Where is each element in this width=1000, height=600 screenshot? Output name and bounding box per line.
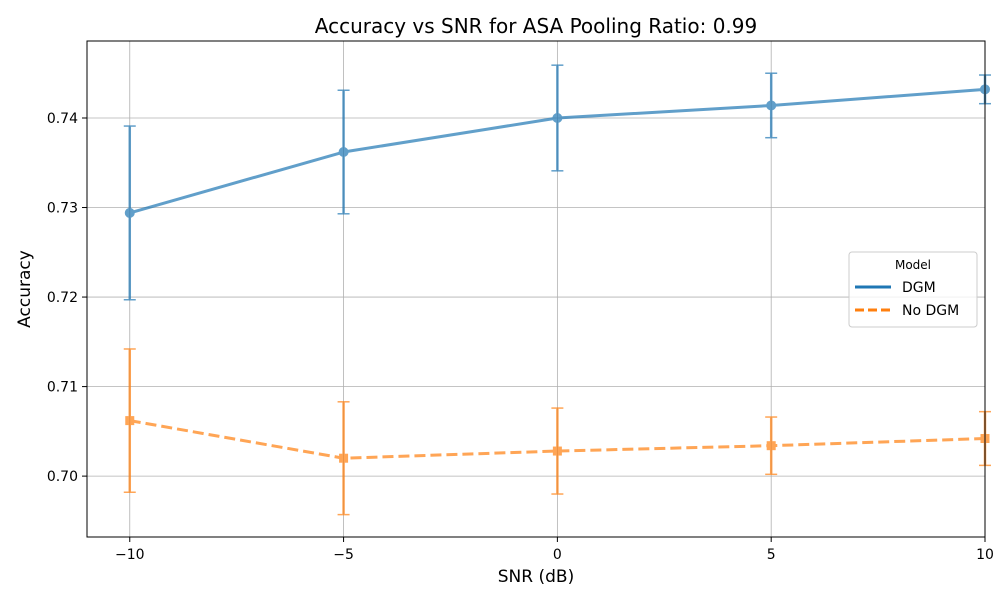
y-tick-label: 0.70 [47,469,78,485]
data-point-no-dgm [766,441,776,451]
legend-label-no-dgm: No DGM [902,303,959,319]
x-tick-label: −5 [333,547,354,563]
x-tick-label: −10 [115,547,145,563]
axis-ticks: −10 −5 0 5 10 0.70 0.71 0.72 0.73 0.74 [47,111,994,563]
x-axis-label: SNR (dB) [498,567,574,587]
legend-title: Model [895,258,931,272]
plot-frame [86,40,986,538]
x-tick-label: 0 [553,547,562,563]
legend-box [848,251,978,328]
series-line-no-dgm [129,419,986,460]
y-tick-label: 0.71 [47,380,78,396]
data-point-no-dgm [552,446,562,456]
data-point-no-dgm [339,453,349,463]
y-tick-label: 0.73 [47,201,78,217]
data-point-no-dgm [125,416,135,426]
legend: Model DGM No DGM [848,251,978,328]
y-axis-label: Accuracy [15,250,35,328]
chart-title: Accuracy vs SNR for ASA Pooling Ratio: 0… [315,14,757,38]
y-tick-label: 0.74 [47,111,78,127]
data-point-dgm [124,207,135,218]
data-point-dgm [552,112,563,123]
x-tick-label: 10 [976,547,994,563]
x-tick-label: 5 [767,547,776,563]
data-point-dgm [766,100,777,111]
y-tick-label: 0.72 [47,290,78,306]
legend-label-dgm: DGM [902,280,936,296]
data-point-dgm [338,147,349,158]
